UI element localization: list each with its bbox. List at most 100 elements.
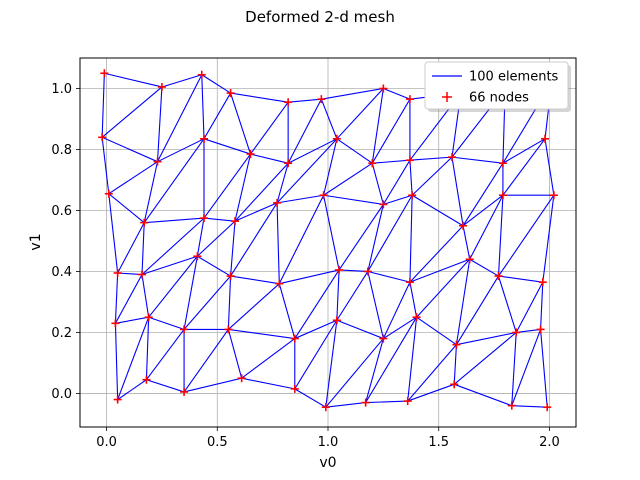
mesh-node-marker — [180, 387, 189, 396]
mesh-node-marker — [465, 255, 474, 264]
mesh-node-marker — [284, 98, 293, 107]
mesh-edge — [227, 283, 280, 330]
mesh-node-marker — [459, 221, 468, 230]
y-tick-label: 0.6 — [51, 204, 72, 219]
mesh-node-marker — [275, 279, 284, 288]
y-tick-label: 0.8 — [51, 143, 72, 158]
mesh-edge — [278, 194, 325, 284]
mesh-edge — [143, 138, 205, 223]
mesh-edge — [469, 194, 504, 260]
mesh-edge — [411, 194, 464, 227]
mesh-edge — [371, 88, 384, 164]
mesh-edge — [117, 379, 147, 401]
mesh-edge — [336, 269, 340, 321]
mesh-edge — [409, 225, 464, 283]
mesh-node-marker — [193, 252, 202, 261]
mesh-node-marker — [536, 325, 545, 334]
mesh-edge — [141, 255, 198, 276]
mesh-node-marker — [448, 153, 456, 162]
mesh-node-marker — [363, 267, 372, 276]
mesh-edge — [540, 329, 548, 408]
legend-marker-swatch — [442, 92, 452, 102]
mesh-node-marker — [104, 189, 113, 198]
mesh-edge — [365, 316, 418, 403]
y-axis-label: v1 — [28, 233, 44, 250]
mesh-edge — [157, 138, 205, 163]
mesh-node-marker — [226, 272, 235, 281]
legend: 100 elements 66 nodes — [424, 61, 571, 112]
mesh-edge — [462, 194, 504, 227]
mesh-edge — [407, 383, 455, 402]
mesh-node-marker — [144, 313, 153, 322]
mesh-edge — [114, 323, 119, 400]
x-tick-label: 1.0 — [318, 435, 339, 450]
mesh-edge — [196, 218, 205, 257]
mesh-edge — [456, 331, 517, 346]
mesh-edge — [469, 258, 499, 277]
mesh-edge — [325, 338, 384, 408]
mesh-node-marker — [113, 268, 122, 277]
mesh-node-marker — [405, 156, 414, 165]
mesh-edge — [451, 156, 503, 164]
mesh-edge — [276, 163, 289, 204]
mesh-edge — [279, 269, 340, 285]
mesh-node-marker — [452, 340, 461, 349]
mesh-edge — [196, 220, 236, 257]
mesh-edge — [454, 383, 512, 407]
mesh-edge — [161, 74, 202, 88]
mesh-edge — [276, 202, 280, 284]
mesh-edge — [416, 258, 471, 318]
mesh-edge — [203, 153, 251, 219]
mesh-edge — [542, 195, 555, 283]
mesh-node-marker — [408, 191, 417, 200]
mesh-edge — [407, 317, 418, 402]
mesh-edge — [383, 194, 413, 205]
mesh-edge — [323, 194, 384, 205]
legend-label-nodes: 66 nodes — [469, 91, 529, 106]
mesh-edge — [201, 74, 231, 94]
y-tick-label: 0.4 — [51, 265, 72, 280]
mesh-edge — [409, 156, 453, 161]
x-tick-label: 1.5 — [428, 435, 449, 450]
mesh-edge — [502, 138, 546, 164]
mesh-edge — [367, 194, 413, 272]
mesh-node-marker — [543, 403, 552, 412]
mesh-edge — [250, 153, 289, 164]
mesh-node-marker — [237, 374, 246, 383]
mesh-edge — [230, 275, 280, 285]
mesh-edge — [502, 138, 546, 196]
mesh-node-marker — [224, 325, 233, 334]
y-axis-ticks: 0.0 0.2 0.4 0.6 0.8 1.0 — [51, 82, 80, 402]
mesh-edge — [323, 195, 340, 271]
mesh-edge — [409, 258, 470, 283]
mesh-edge — [371, 98, 411, 164]
mesh-edge — [336, 319, 384, 340]
mesh-edge — [498, 275, 543, 283]
mesh-edge — [383, 87, 411, 100]
mesh-edge — [148, 255, 198, 318]
mesh-node-marker — [379, 200, 388, 209]
mesh-edge — [141, 222, 145, 275]
mesh-node-marker — [538, 278, 547, 287]
legend-label-elements: 100 elements — [469, 70, 559, 85]
mesh-edge — [234, 153, 252, 222]
mesh-edge — [462, 225, 471, 260]
mesh-edge — [156, 86, 163, 162]
mesh-edge — [157, 74, 203, 162]
mesh-edge — [278, 283, 296, 339]
mesh-edge — [230, 221, 236, 277]
mesh-node-marker — [549, 191, 558, 200]
mesh-edge — [230, 92, 252, 155]
mesh-edge — [183, 329, 229, 393]
x-tick-label: 0.5 — [207, 435, 228, 450]
mesh-edge — [287, 138, 338, 164]
mesh-edge — [511, 405, 548, 408]
mesh-node-marker — [379, 84, 388, 93]
legend-box — [424, 61, 569, 110]
mesh-edge — [497, 195, 504, 277]
mesh-edge — [144, 217, 205, 224]
mesh-edge — [497, 275, 517, 333]
mesh-edge — [143, 161, 159, 223]
grid — [80, 58, 576, 427]
mesh-edge — [323, 138, 338, 196]
